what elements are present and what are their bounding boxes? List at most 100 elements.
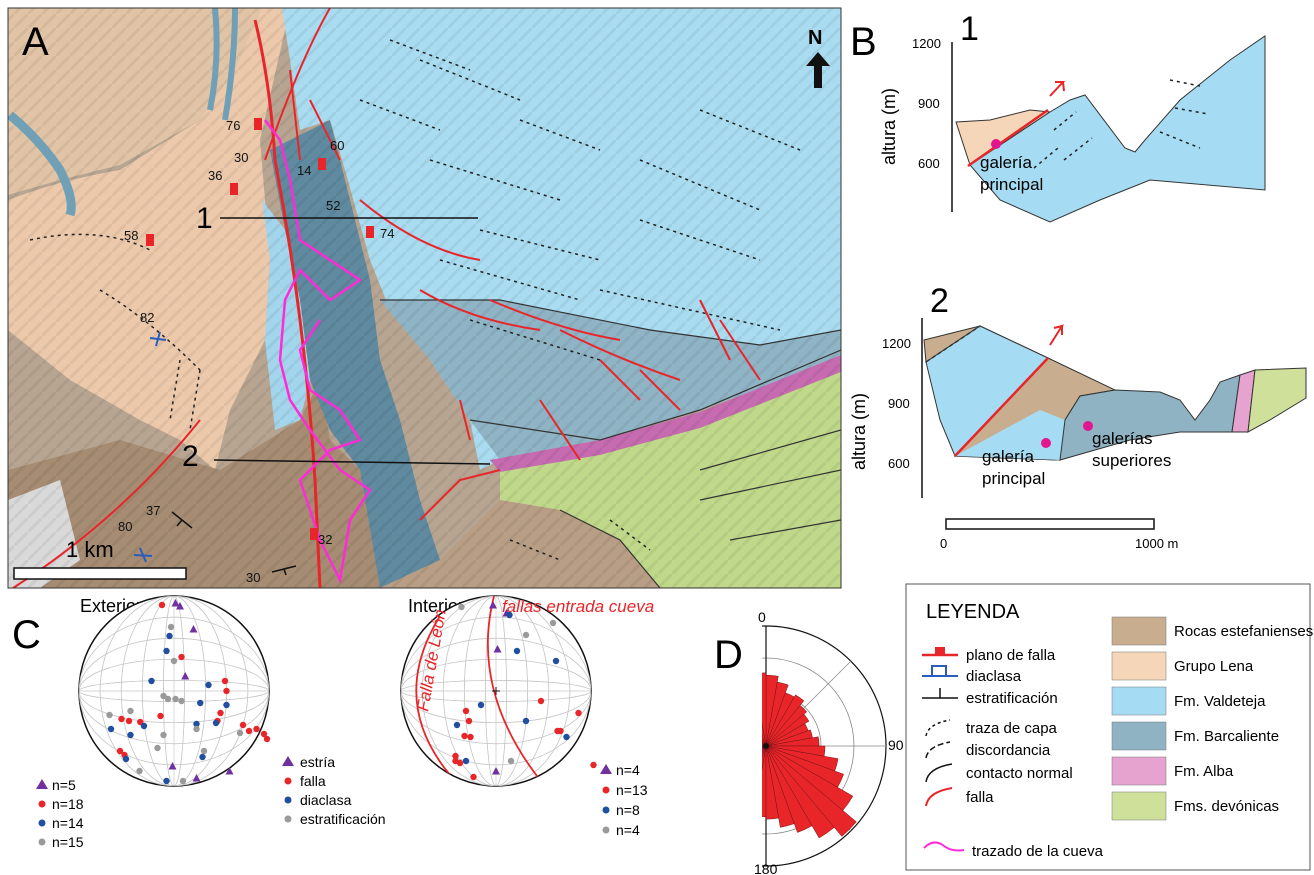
exterior-counts: n=5 n=18 n=14 n=15 [36,777,84,850]
scale-bar-b: 0 1000 m [940,518,1178,551]
panel-d-letter: D [714,633,743,677]
river [8,111,76,217]
legend-unit-label: Fms. devónicas [1174,798,1279,815]
stereonet-point [465,717,473,725]
map-frame [7,7,842,589]
stereonet-point [492,767,500,775]
rose-petal [765,745,813,833]
dot-icon [284,796,292,804]
stereonet-point [453,721,461,729]
stereonet-point [118,715,125,723]
section2-fault-arrow [1049,324,1065,346]
section2-gallery-upper-2: superiores [1092,451,1171,470]
triangle-icon [600,764,612,774]
stereonet-point [513,647,521,655]
normal-contacts [380,299,841,588]
hillshade [8,8,841,588]
stereonet-point [172,695,179,703]
section2-devonico [1247,367,1307,433]
stereonet-point [127,731,134,739]
joint-dip: 82 [140,310,154,325]
legend-line-label: discordancia [966,742,1051,759]
faults [11,8,761,588]
rose-petal [762,745,767,747]
stereonet-point [178,697,185,705]
stereonet-point [260,730,268,738]
section1-ylabel: altura (m) [879,88,899,165]
stereonet-point [221,677,229,685]
section2-tick: 1200 [882,336,911,351]
stereonet-point [507,757,515,765]
section1-valdeteja [969,35,1266,223]
stereonet-point [154,744,161,752]
rose-petal [762,745,767,747]
section-line-2 [213,459,491,465]
stereonet-point [148,677,155,685]
scale-label-a: 1 km [66,537,114,562]
stereonet-point [164,695,172,703]
stereonet-point [170,657,178,665]
stereonet-point [467,733,474,741]
exterior-count: n=18 [52,796,84,812]
stereonet-point [477,701,485,709]
section2-gallery-main-1: galería [982,447,1035,466]
interior-counts: n=4 n=13 n=8 n=4 [600,762,648,838]
north-arrow-icon [806,52,830,88]
stereonet-point [168,762,177,770]
rose-petal [762,742,767,747]
stereonet-point [171,599,180,607]
legend-line-label: contacto normal [966,765,1073,782]
panel-b-letter: B [850,20,877,64]
rose-petal [762,743,767,747]
legend-swatch-valdeteja [1111,686,1167,716]
rose-petal [762,745,767,771]
stereonet-point [166,632,173,640]
geologic-map [8,8,841,588]
rose-petal [765,704,808,747]
river [207,8,220,111]
fault-dip: 74 [380,226,394,241]
rose-diagram [762,625,887,867]
dot-icon [38,800,46,808]
gallery-marker [1083,421,1093,431]
legend-line-label: estratificación [966,690,1058,707]
fault-dip: 32 [318,532,332,547]
scale-b-start: 0 [940,536,947,551]
rose-petal [762,745,767,752]
fault-dip: 52 [326,198,340,213]
rose-petal [762,672,767,747]
dot-icon [602,786,610,794]
section1-fault [967,108,1049,168]
section2-gallery-upper-1: galerías [1092,429,1152,448]
section2-unconformity [925,325,981,363]
legend-swatch-alba [1111,756,1167,786]
stereonet-point [563,733,570,741]
stereonet-point [136,767,143,775]
stereonet-point [212,719,220,727]
stereonet-point [125,717,133,725]
legend-line-label: plano de falla [966,647,1056,664]
fault-dip: 30 [234,150,248,165]
legend-bed-trace-icon [925,719,951,737]
dot-icon [38,819,46,827]
legend-line-label: traza de capa [966,720,1058,737]
section1-beds [1033,79,1209,169]
gallery-marker [991,139,1001,149]
stereonet-point [158,601,166,609]
stereonet-point [107,725,115,733]
section1-tick: 1200 [912,36,941,51]
stereonet-interior [400,595,597,787]
north-arrow: N [806,27,830,88]
rose-petal [765,745,835,839]
stereonet-point [522,717,530,725]
rose-center [763,743,769,749]
stereonet-point [452,757,459,765]
stereonet-point [452,752,459,760]
stereonet-point [127,707,134,715]
stereonet-point [106,711,113,719]
fault-dip: 58 [124,228,138,243]
dot-icon [602,826,610,834]
section1-tick: 600 [918,156,940,171]
stereonet-point [199,753,206,761]
stereonet-point [493,645,502,653]
